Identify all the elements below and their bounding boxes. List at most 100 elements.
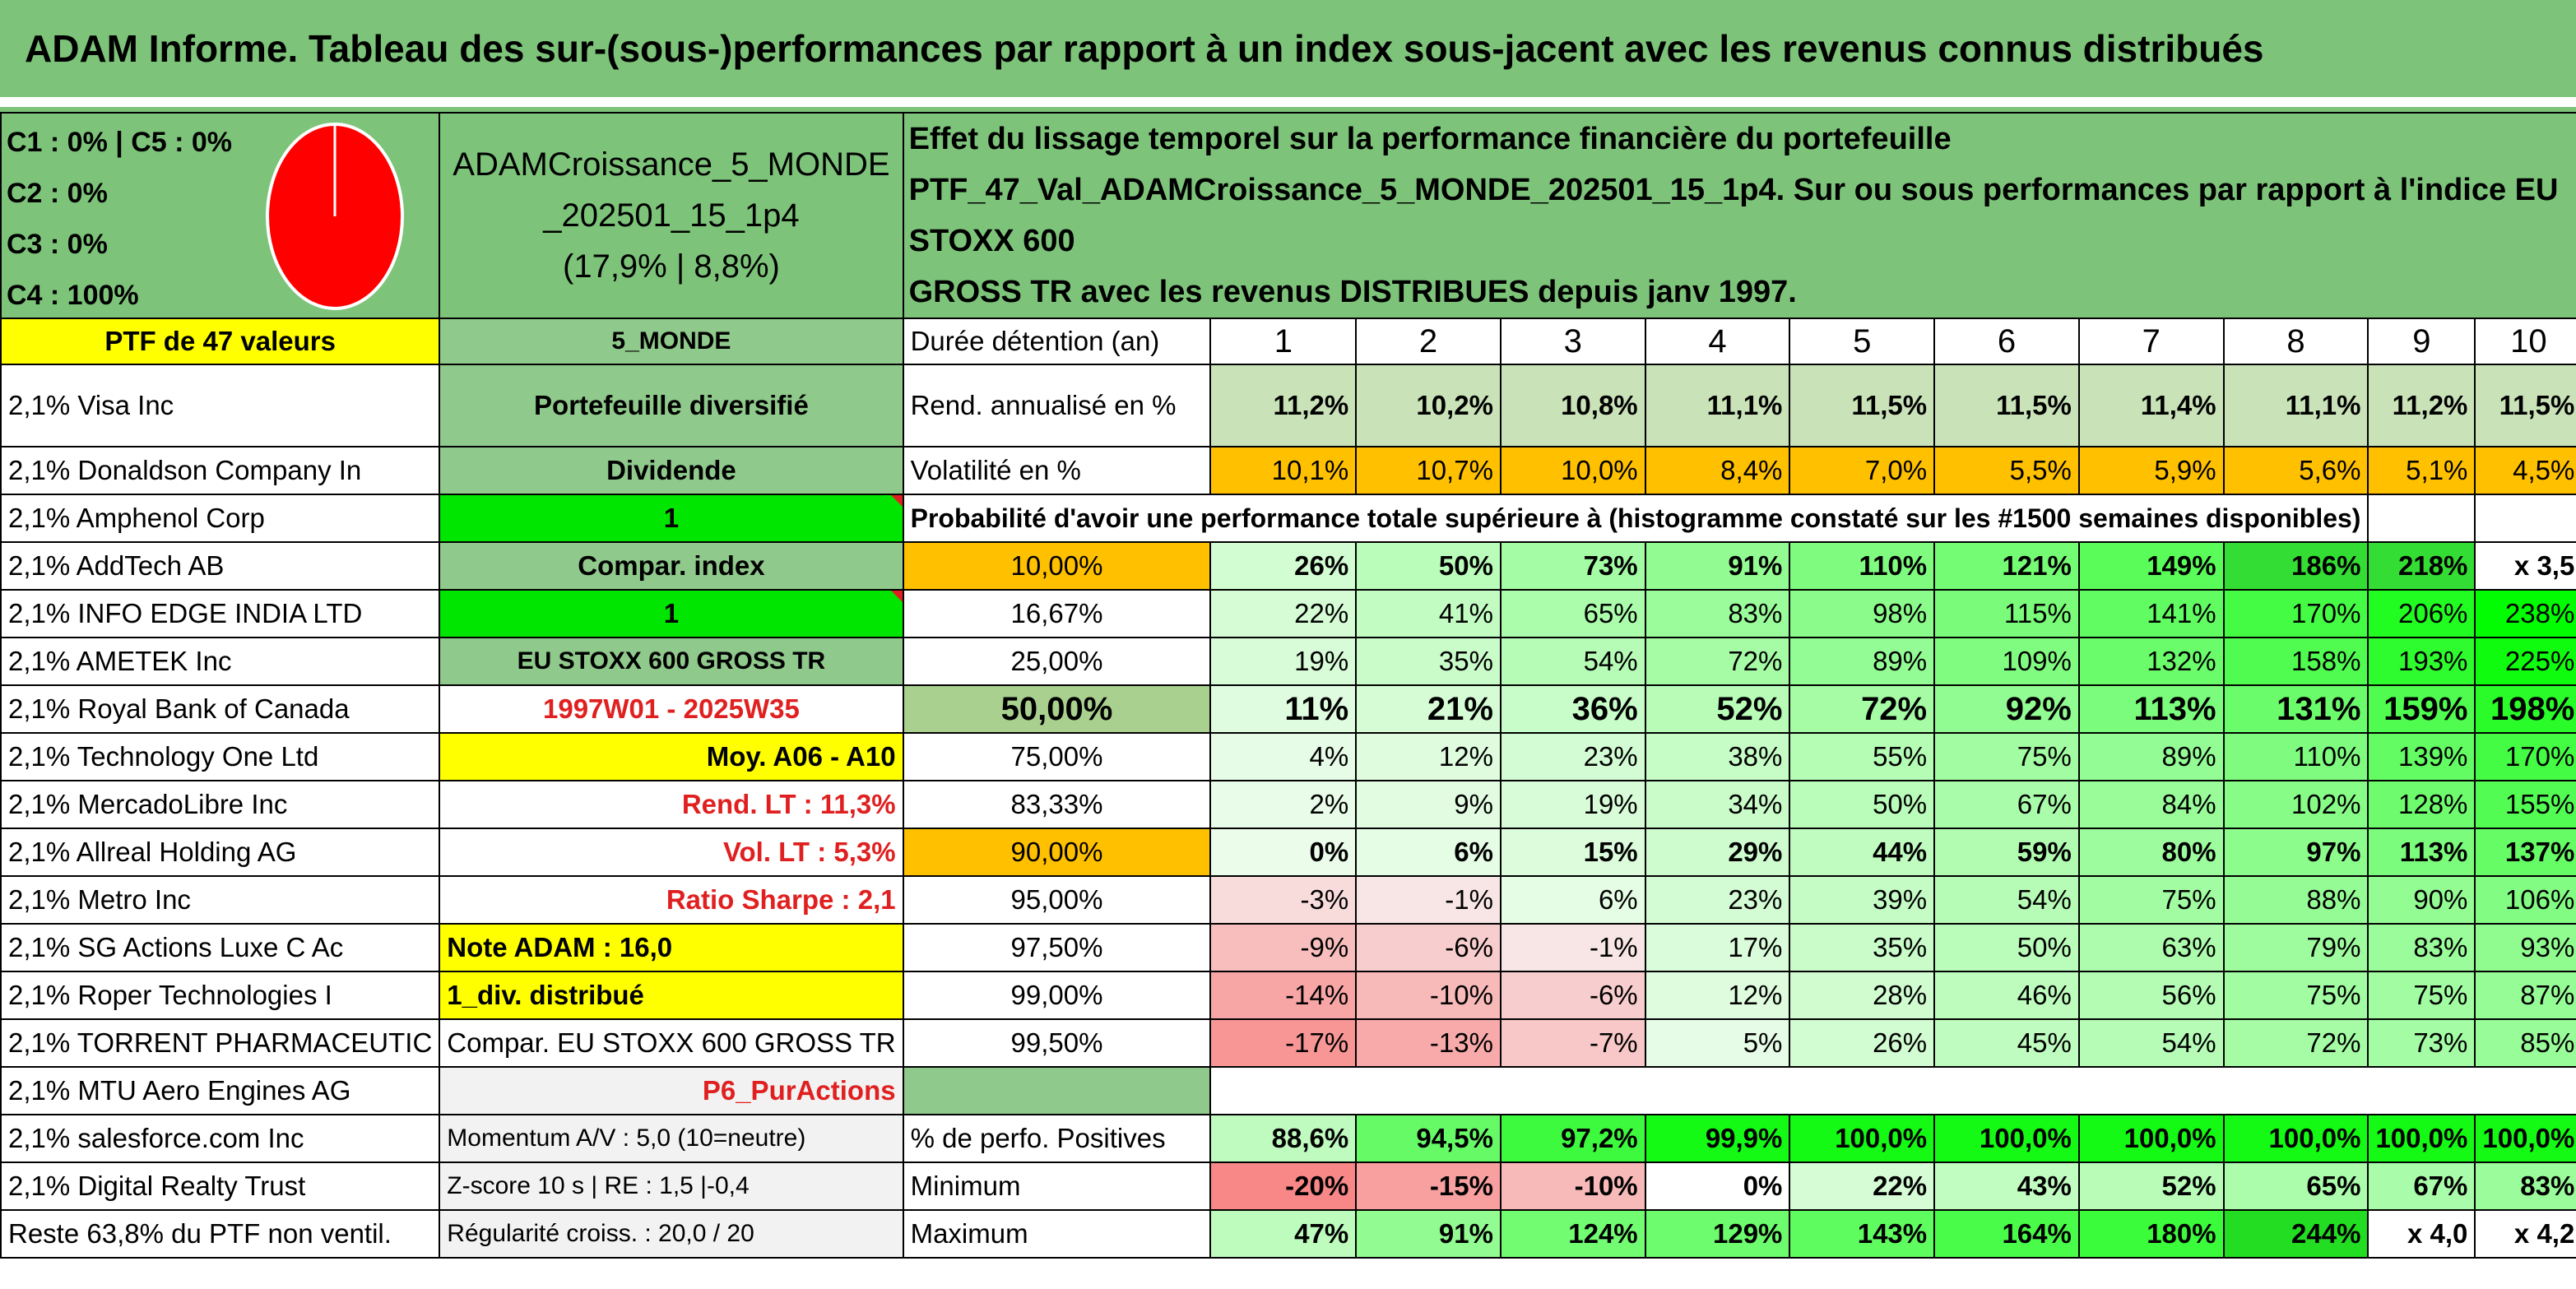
probability-value: 218% [2367,541,2476,591]
holding-name: 2,1% Digital Realty Trust [0,1161,441,1211]
holding-name: 2,1% Metro Inc [0,875,441,925]
metric-label: Minimum [902,1161,1212,1211]
year-header: 2 [1355,318,1502,365]
probability-value: 41% [1355,589,1502,638]
side-info: 1 [439,494,904,543]
table-row: 2,1% AMETEK Inc EU STOXX 600 GROSS TR 25,0… [0,637,2576,686]
probability-value: 115% [1933,589,2080,638]
probability-value: 15% [1499,828,1646,877]
probability-value: 128% [2367,780,2476,829]
holding-name: 2,1% TORRENT PHARMACEUTIC [0,1018,441,1068]
probability-value: 73% [2367,1018,2476,1068]
probability-title: Probabilité d'avoir une performance tota… [902,494,2369,543]
probability-value: -3% [1209,875,1358,925]
return-value: 11,5% [2474,364,2576,447]
portfolio-name-line: (17,9% | 8,8%) [563,248,780,285]
positive-value: 94,5% [1355,1114,1502,1163]
probability-threshold: 95,00% [902,875,1212,925]
probability-value: 90% [2367,875,2476,925]
side-info: Vol. LT : 5,3% [439,828,904,877]
holding-name: 2,1% MTU Aero Engines AG [0,1066,441,1115]
year-header: 10 [2474,318,2576,365]
probability-value: 87% [2474,971,2576,1020]
side-info: Compar. EU STOXX 600 GROSS TR [439,1018,904,1068]
empty-cell [1209,1066,2576,1115]
probability-threshold: 97,50% [902,923,1212,972]
probability-value: 89% [2077,732,2225,781]
empty-cell [2474,494,2576,543]
probability-threshold: 25,00% [902,637,1212,686]
return-value: 11,2% [1209,364,1358,447]
table-row: Reste 63,8% du PTF non ventil. Régularité… [0,1209,2576,1259]
probability-value: 4% [1209,732,1358,781]
positive-value: 97,2% [1499,1114,1646,1163]
probability-value: 50% [1355,541,1502,591]
probability-value: 155% [2474,780,2576,829]
year-header: 1 [1209,318,1358,365]
probability-value: 88% [2222,875,2369,925]
probability-value: 75% [1933,732,2080,781]
effect-description: Effet du lissage temporel sur la perform… [902,112,2576,319]
table-row: 2,1% salesforce.com Inc Momentum A/V : 5,… [0,1114,2576,1163]
probability-value: 193% [2367,637,2476,686]
probability-value: 39% [1789,875,1936,925]
probability-value: 75% [2222,971,2369,1020]
report-title: ADAM Informe. Tableau des sur-(sous-)per… [0,0,2576,97]
probability-value: 19% [1209,637,1358,686]
holding-name: 2,1% SG Actions Luxe C Ac [0,923,441,972]
holding-name: 2,1% Technology One Ltd [0,732,441,781]
volatility-value: 4,5% [2474,446,2576,495]
minimum-value: -15% [1355,1161,1502,1211]
positive-value: 88,6% [1209,1114,1358,1163]
table-row: C1 : 0% | C5 : 0% C2 : 0% C3 : 0% C4 : 100%… [0,112,2576,319]
composition-line: C3 : 0% [7,229,108,260]
probability-value: 198% [2474,684,2576,734]
volatility-value: 5,6% [2222,446,2369,495]
holding-name: 2,1% salesforce.com Inc [0,1114,441,1163]
probability-value: 89% [1789,637,1936,686]
probability-value: 80% [2077,828,2225,877]
table-row: 2,1% Digital Realty Trust Z-score 10 s | … [0,1161,2576,1211]
probability-value: -6% [1355,923,1502,972]
metric-label: % de perfo. Positives [902,1114,1212,1163]
probability-value: 83% [1644,589,1791,638]
probability-value: 63% [2077,923,2225,972]
probability-value: 23% [1644,875,1791,925]
positive-value: 100,0% [2077,1114,2225,1163]
probability-value: 84% [2077,780,2225,829]
metric-label: Volatilité en % [902,446,1212,495]
probability-value: 2% [1209,780,1358,829]
probability-value: -7% [1499,1018,1646,1068]
probability-value: 29% [1644,828,1791,877]
probability-value: 17% [1644,923,1791,972]
year-header: 5 [1789,318,1936,365]
volatility-value: 7,0% [1789,446,1936,495]
maximum-value: x 4,0 [2367,1209,2476,1259]
table-row: 2,1% MercadoLibre Inc Rend. LT : 11,3% 83,… [0,780,2576,829]
probability-value: -13% [1355,1018,1502,1068]
side-info: Moy. A06 - A10 [439,732,904,781]
minimum-value: 67% [2367,1161,2476,1211]
probability-value: 9% [1355,780,1502,829]
performance-table: C1 : 0% | C5 : 0% C2 : 0% C3 : 0% C4 : 100%… [0,112,2576,1259]
composition-list: C1 : 0% | C5 : 0% C2 : 0% C3 : 0% C4 : 100% [7,117,232,317]
holding-name: 2,1% Donaldson Company In [0,446,441,495]
probability-value: 21% [1355,684,1502,734]
year-header: 6 [1933,318,2080,365]
probability-value: 159% [2367,684,2476,734]
probability-value: 158% [2222,637,2369,686]
probability-value: x 3,5 [2474,541,2576,591]
side-info: Z-score 10 s | RE : 1,5 |-0,4 [439,1161,904,1211]
probability-value: 67% [1933,780,2080,829]
probability-threshold: 83,33% [902,780,1212,829]
probability-value: 206% [2367,589,2476,638]
duration-label: Durée détention (an) [902,318,1212,365]
composition-line: C4 : 100% [7,280,139,311]
portfolio-count: PTF de 47 valeurs [0,318,441,365]
probability-value: 109% [1933,637,2080,686]
metric-label: Maximum [902,1209,1212,1259]
metric-label: Rend. annualisé en % [902,364,1212,447]
side-info: EU STOXX 600 GROSS TR [439,637,904,686]
probability-value: 72% [1789,684,1936,734]
minimum-value: -20% [1209,1161,1358,1211]
